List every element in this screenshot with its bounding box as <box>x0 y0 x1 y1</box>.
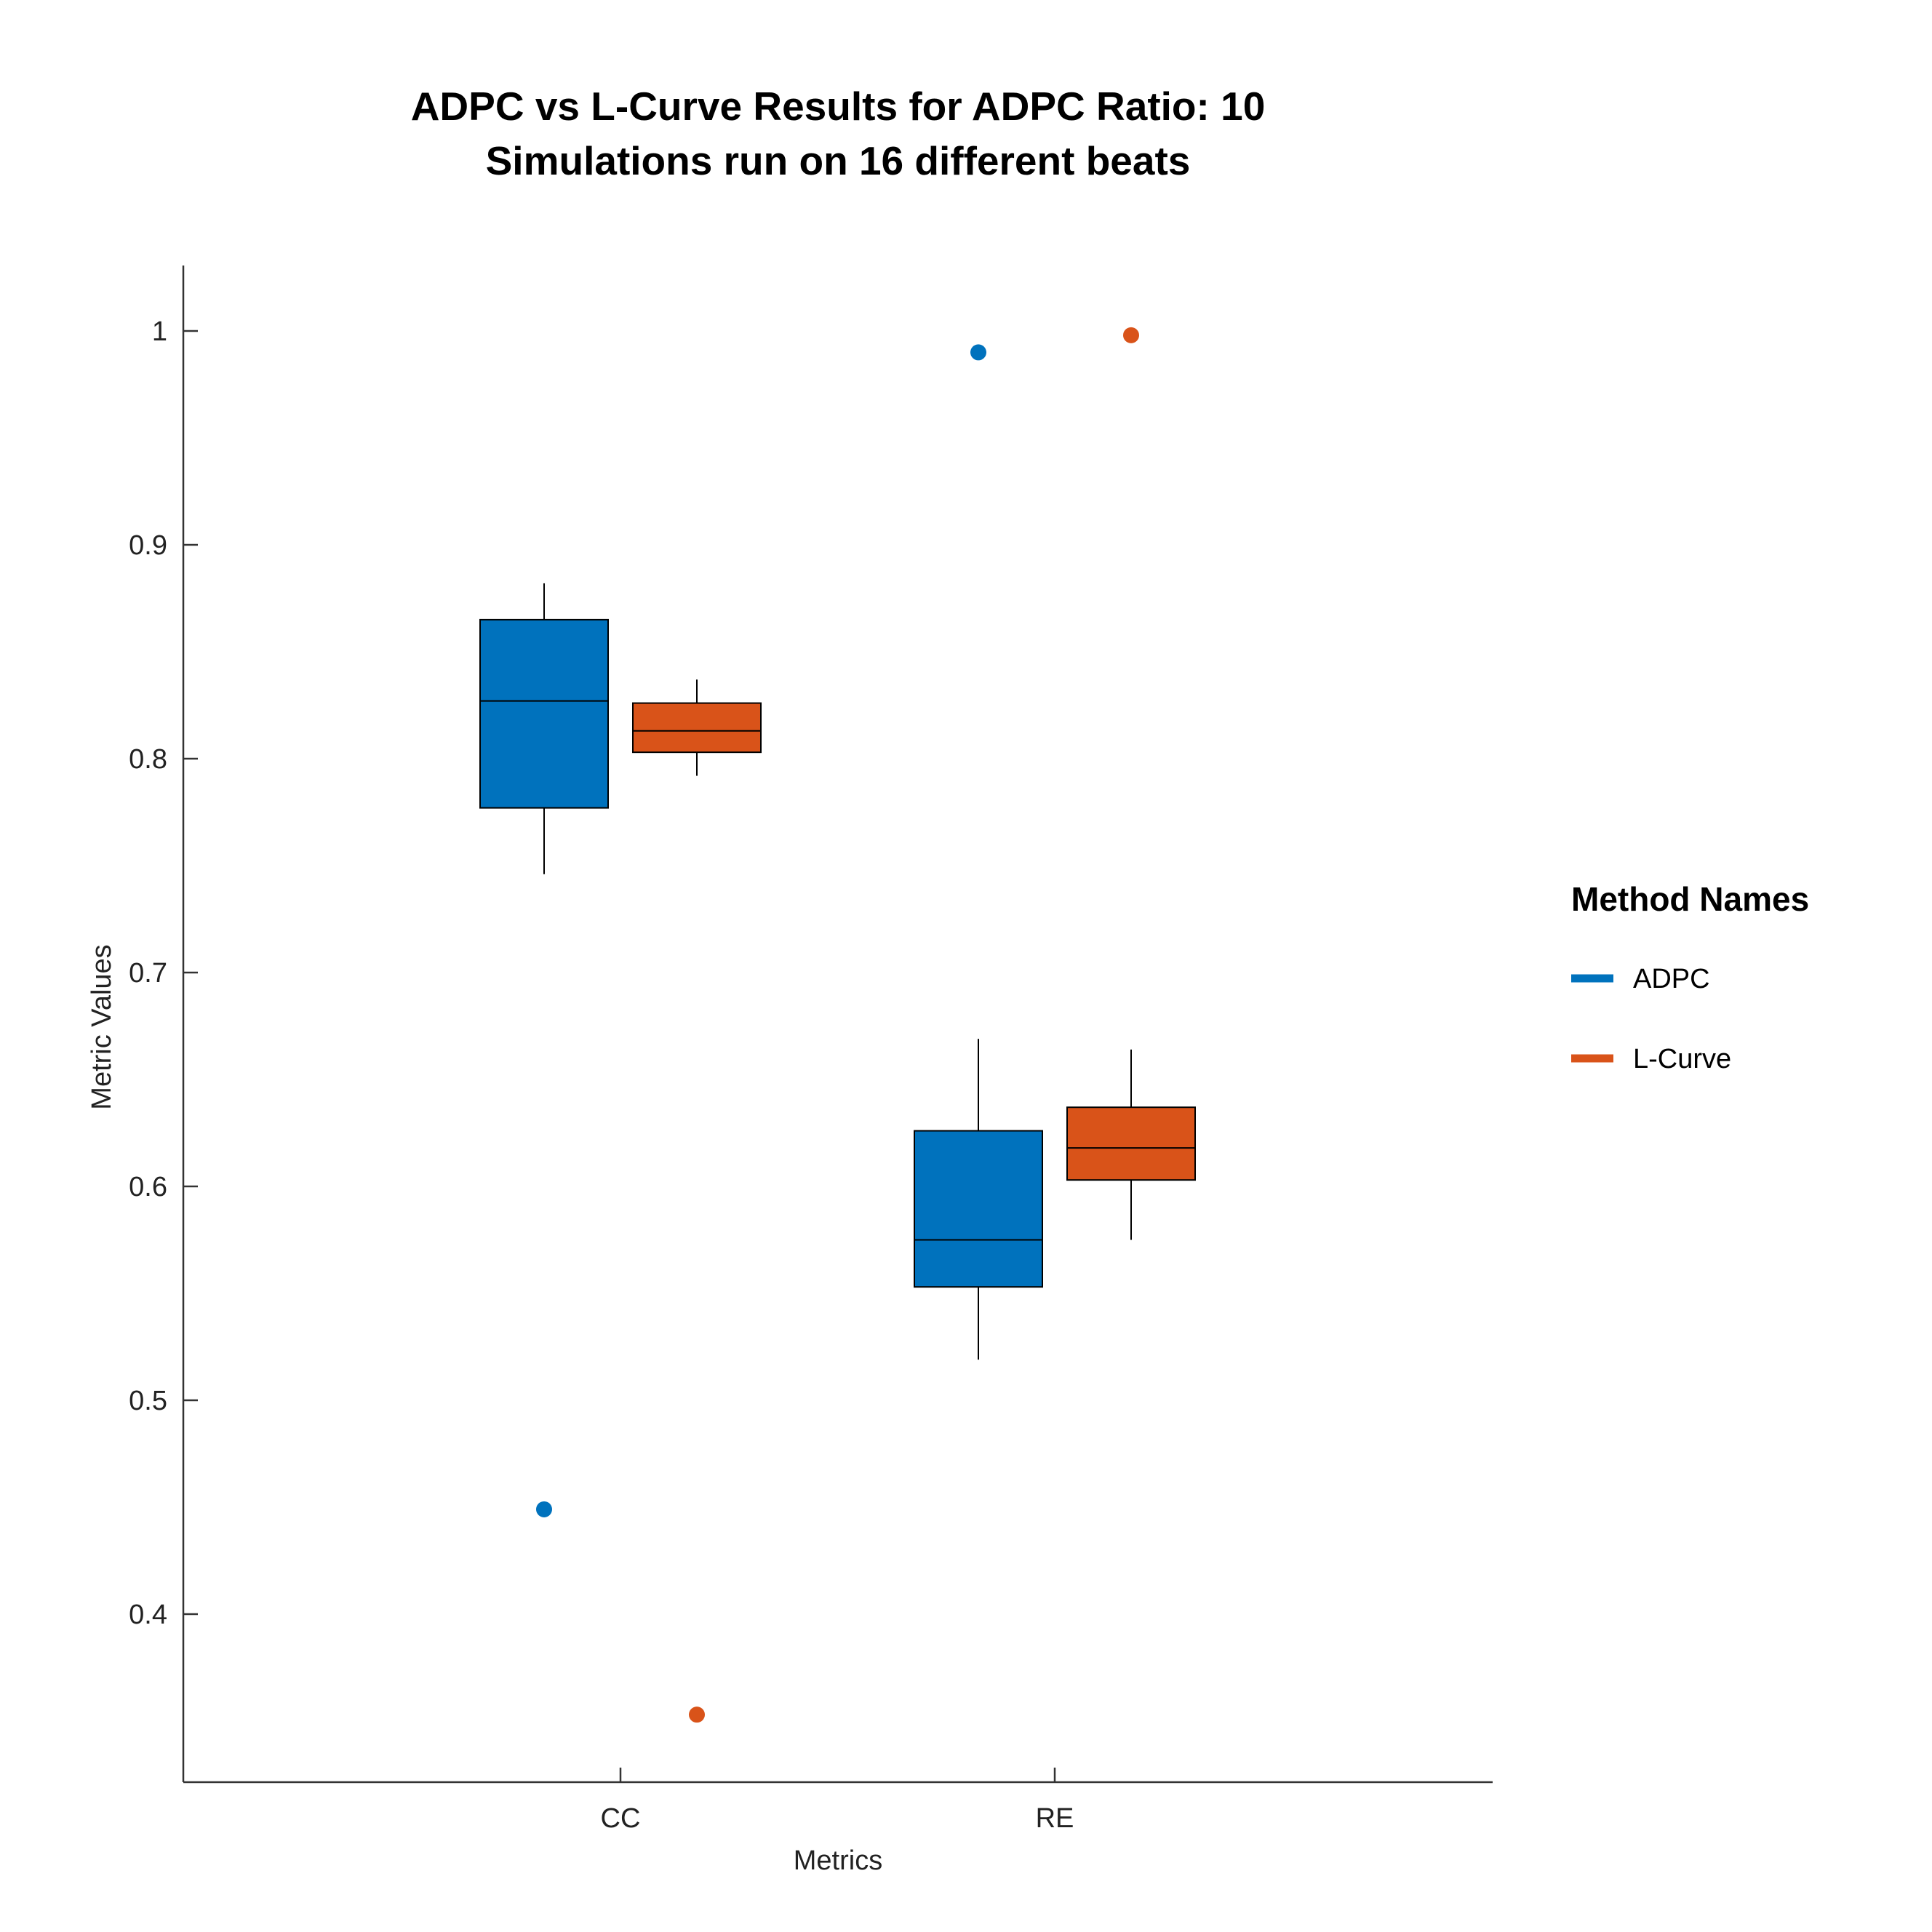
chart-title-line-2: Simulations run on 16 different beats <box>486 138 1191 183</box>
x-tick-label: RE <box>1036 1803 1074 1834</box>
y-tick-label: 0.4 <box>129 1600 167 1630</box>
outlier-point <box>536 1501 552 1517</box>
y-axis: 0.4 0.5 0.6 0.7 0.8 0.9 1 <box>129 266 198 1782</box>
outlier-point <box>1123 327 1139 343</box>
legend-items: ADPC L-Curve <box>1571 964 1731 1074</box>
outlier-point <box>970 344 986 361</box>
box-body <box>914 1130 1043 1288</box>
legend-label: L-Curve <box>1633 1044 1731 1074</box>
box-body <box>1066 1106 1196 1181</box>
y-tick-label: 0.8 <box>129 744 167 775</box>
box-group <box>1066 327 1196 1240</box>
y-tick-label: 0.6 <box>129 1172 167 1202</box>
box-body <box>479 618 609 809</box>
box-group <box>632 679 762 1723</box>
legend: Method Names ADPC L-Curve <box>1571 880 1809 1074</box>
chart-title-line-1: ADPC vs L-Curve Results for ADPC Ratio: … <box>411 84 1266 129</box>
y-tick-label: 0.9 <box>129 530 167 561</box>
chart-title: ADPC vs L-Curve Results for ADPC Ratio: … <box>411 84 1266 183</box>
y-axis-label: Metric Values <box>87 944 117 1109</box>
y-tick-label: 0.5 <box>129 1386 167 1416</box>
plot-marks <box>479 327 1196 1723</box>
legend-label: ADPC <box>1633 964 1710 994</box>
box-group <box>914 344 1043 1360</box>
x-axis-label: Metrics <box>794 1845 882 1876</box>
y-tick-label: 0.7 <box>129 958 167 989</box>
x-tick-label: CC <box>601 1803 641 1834</box>
box-body <box>632 702 762 754</box>
legend-item: ADPC <box>1571 964 1710 994</box>
legend-item: L-Curve <box>1571 1044 1731 1074</box>
x-axis: CC RE <box>183 1768 1493 1834</box>
box-group <box>479 583 609 1517</box>
y-tick-label: 1 <box>152 316 167 347</box>
outlier-point <box>689 1707 705 1723</box>
legend-title: Method Names <box>1571 880 1809 918</box>
